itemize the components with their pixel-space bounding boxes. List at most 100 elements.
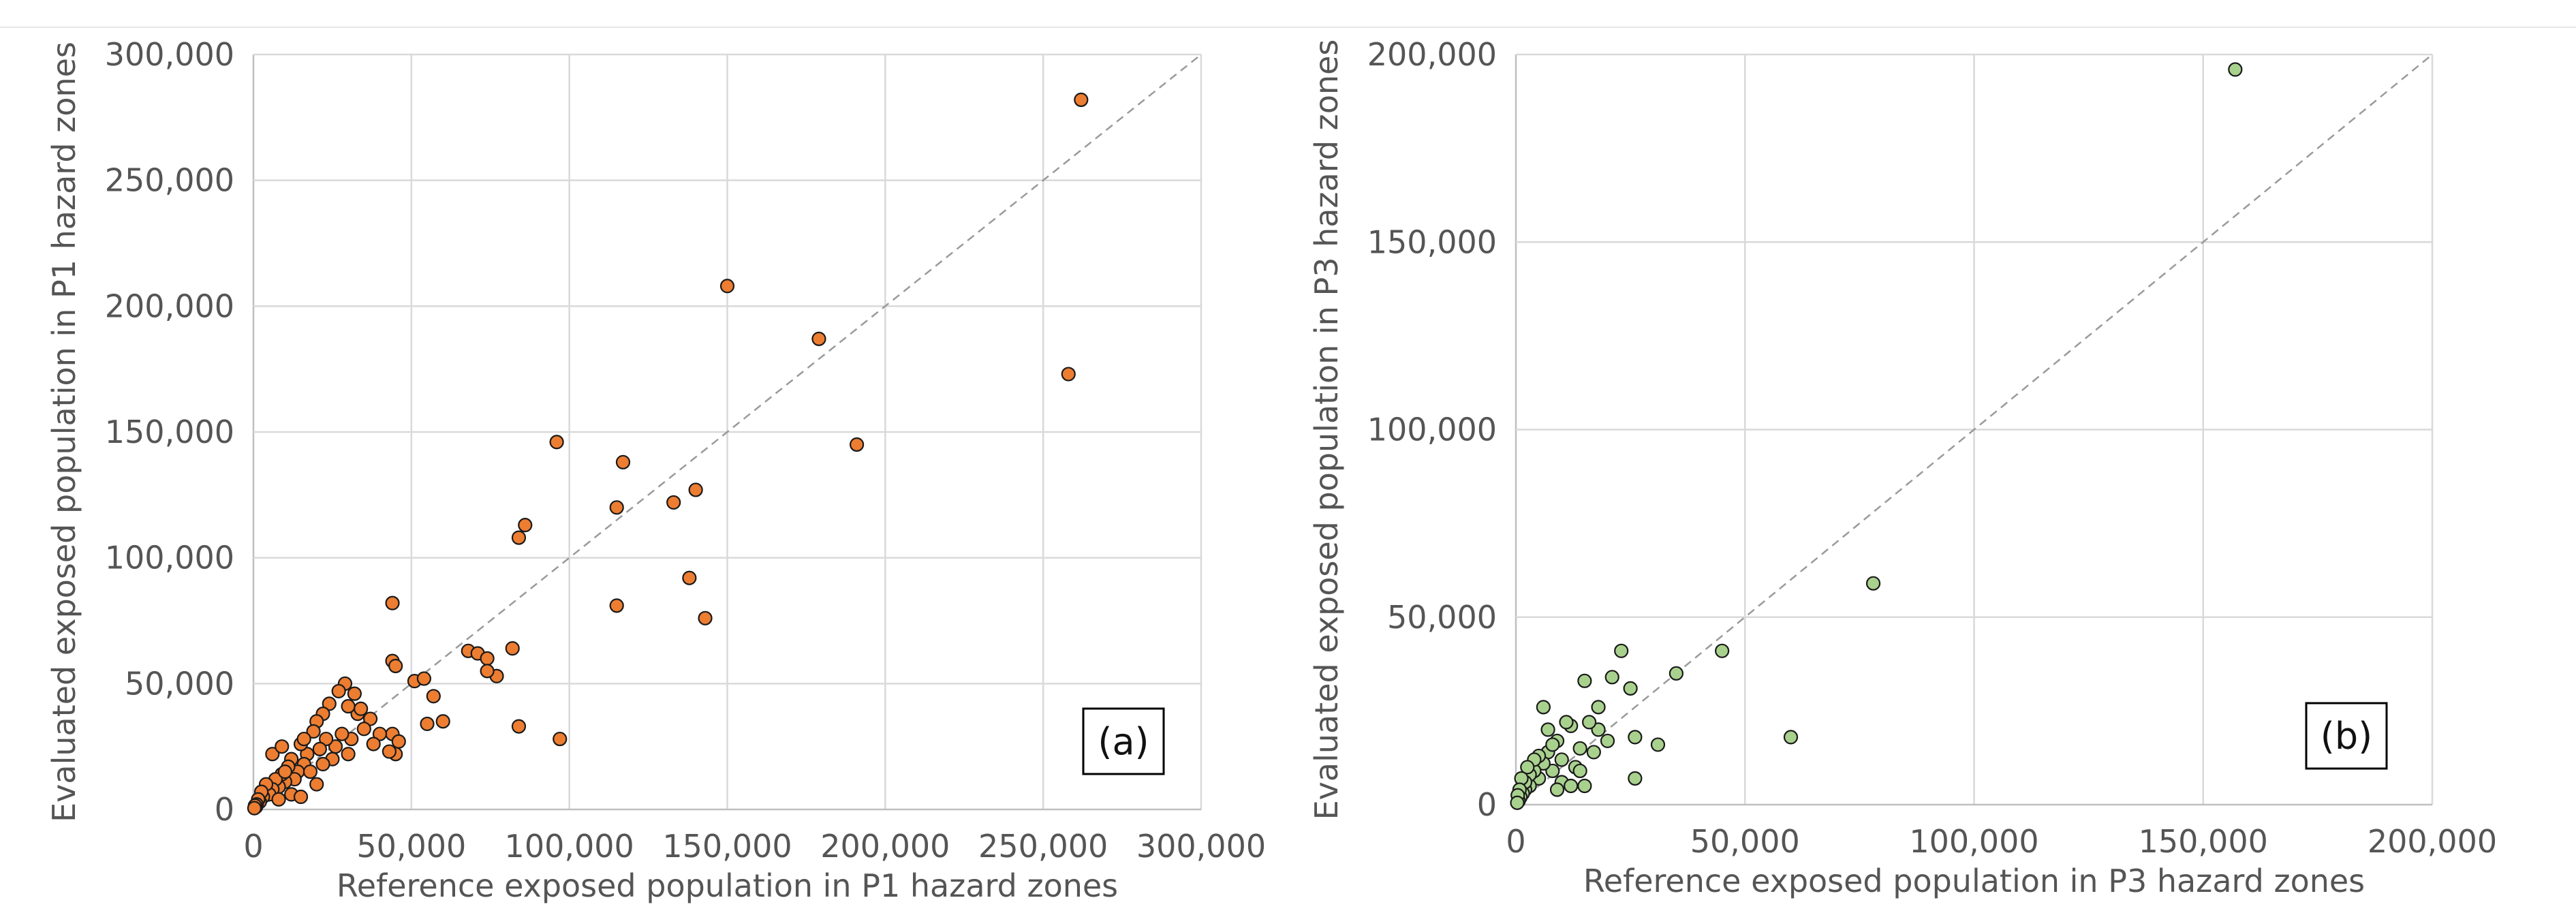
x-tick-label: 100,000 xyxy=(1909,823,2038,860)
data-point xyxy=(391,734,406,749)
y-tick-label: 50,000 xyxy=(125,665,234,702)
data-point xyxy=(688,482,703,497)
x-tick-label: 0 xyxy=(243,828,263,865)
data-point xyxy=(1614,643,1629,658)
y-tick-label: 250,000 xyxy=(105,162,234,199)
panel-b: 0 50,000 100,000 150,000 200,000 0 50,000 100,0… xyxy=(1308,36,2497,899)
panel-a-tag: (a) xyxy=(1098,720,1149,763)
data-point xyxy=(1549,782,1565,797)
x-tick-label: 250,000 xyxy=(978,828,1108,865)
data-point xyxy=(1650,737,1666,752)
data-point xyxy=(1865,576,1881,591)
data-point xyxy=(1061,367,1076,382)
data-point xyxy=(356,722,371,737)
y-tick-label: 150,000 xyxy=(1367,223,1497,260)
data-point xyxy=(1510,795,1525,810)
data-point xyxy=(1628,730,1643,745)
data-point xyxy=(1545,763,1560,779)
data-point xyxy=(315,756,330,772)
data-point xyxy=(277,764,292,779)
data-point xyxy=(382,744,397,759)
data-point xyxy=(1628,771,1643,786)
x-tick-label: 150,000 xyxy=(2139,823,2268,860)
data-point xyxy=(1577,778,1592,794)
panel-a-x-axis-label: Reference exposed population in P1 hazar… xyxy=(337,867,1118,904)
y-tick-label: 150,000 xyxy=(105,414,234,450)
panel-a-identity-line xyxy=(253,54,1202,810)
data-point xyxy=(553,731,568,747)
y-tick-label: 200,000 xyxy=(105,288,234,324)
data-point xyxy=(511,530,527,545)
data-point xyxy=(388,658,403,674)
panel-a: 0 50,000 100,000 150,000 200,000 250,000 300,0… xyxy=(46,36,1266,904)
data-point xyxy=(698,610,713,625)
data-point xyxy=(309,777,324,792)
data-point xyxy=(1520,760,1535,775)
data-point xyxy=(518,518,533,533)
panel-a-y-axis-label: Evaluated exposed population in P1 hazar… xyxy=(46,42,82,822)
panel-b-tick-labels: 0 50,000 100,000 150,000 200,000 0 50,000 100,0… xyxy=(1367,36,2497,860)
data-point xyxy=(271,792,286,807)
panel-b-x-axis-label: Reference exposed population in P3 hazar… xyxy=(1583,863,2365,899)
panel-a-tag-box xyxy=(1082,707,1165,775)
data-point xyxy=(331,683,346,699)
data-point xyxy=(1559,715,1574,730)
data-point xyxy=(362,711,378,726)
data-point xyxy=(247,801,262,816)
panel-b-y-axis-label: Evaluated exposed population in P3 hazar… xyxy=(1308,40,1345,820)
x-tick-label: 100,000 xyxy=(505,828,634,865)
data-point xyxy=(549,435,564,450)
data-point xyxy=(293,789,309,805)
data-point xyxy=(347,686,362,701)
data-point xyxy=(719,279,735,294)
data-point xyxy=(1715,643,1730,658)
data-point xyxy=(1623,681,1638,696)
x-tick-label: 200,000 xyxy=(820,828,950,865)
y-tick-label: 300,000 xyxy=(105,36,234,73)
data-point xyxy=(811,331,826,346)
data-point xyxy=(609,598,624,613)
data-point xyxy=(615,454,631,469)
x-tick-label: 50,000 xyxy=(356,828,466,865)
data-point xyxy=(1591,722,1606,737)
data-point xyxy=(1586,745,1601,760)
panel-b-tag: (b) xyxy=(2321,715,2372,758)
y-tick-label: 100,000 xyxy=(105,540,234,576)
data-point xyxy=(341,747,356,762)
panel-b-tag-box xyxy=(2305,702,2388,770)
data-point xyxy=(306,724,321,739)
data-point xyxy=(366,737,381,752)
data-point xyxy=(319,731,334,747)
data-point xyxy=(296,731,311,747)
data-point xyxy=(416,671,431,686)
data-point xyxy=(1572,741,1587,756)
data-point xyxy=(302,764,318,779)
data-point xyxy=(341,698,356,714)
data-point xyxy=(1536,700,1551,715)
x-tick-label: 300,000 xyxy=(1136,828,1266,865)
y-tick-label: 50,000 xyxy=(1387,599,1497,636)
x-tick-label: 150,000 xyxy=(662,828,792,865)
x-tick-label: 50,000 xyxy=(1690,823,1800,860)
data-point xyxy=(420,716,435,732)
panel-b-identity-line xyxy=(1515,54,2433,805)
data-point xyxy=(1554,752,1569,767)
data-point xyxy=(426,689,441,704)
panel-b-points xyxy=(1510,62,2243,810)
data-point xyxy=(1577,673,1592,688)
data-point xyxy=(1600,733,1615,749)
data-point xyxy=(666,495,681,510)
data-point xyxy=(511,719,527,734)
data-point xyxy=(505,641,520,656)
y-tick-label: 200,000 xyxy=(1367,36,1497,73)
x-tick-label: 0 xyxy=(1506,823,1525,860)
data-point xyxy=(1564,778,1579,794)
data-point xyxy=(1540,722,1555,737)
data-point xyxy=(1591,700,1606,715)
data-point xyxy=(1604,670,1619,685)
y-tick-label: 0 xyxy=(215,791,234,828)
data-point xyxy=(850,437,865,452)
data-point xyxy=(1783,730,1799,745)
panel-a-tick-labels: 0 50,000 100,000 150,000 200,000 250,000 300,0… xyxy=(105,36,1266,865)
data-point xyxy=(265,747,280,762)
